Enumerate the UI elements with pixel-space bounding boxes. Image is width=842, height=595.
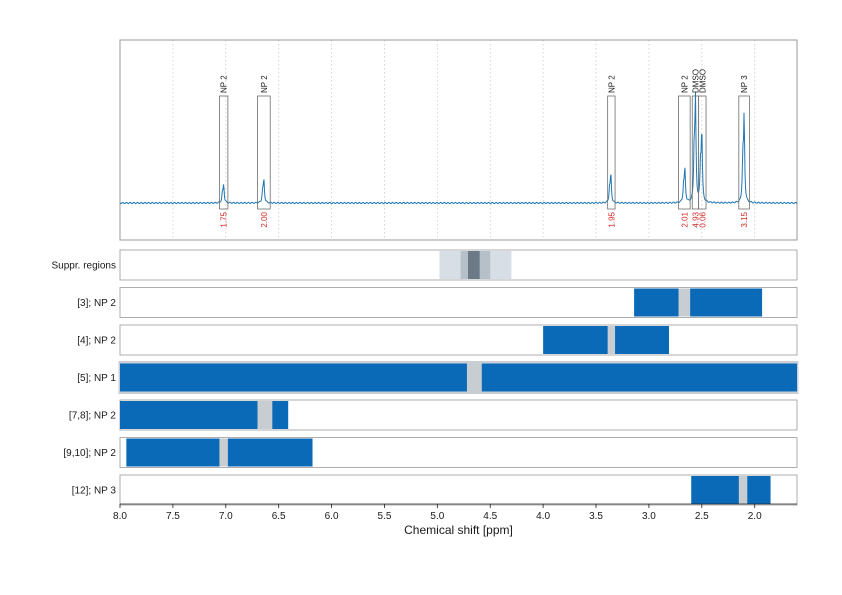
x-tick-label: 2.5 [695,511,709,522]
integral-value: 3.15 [740,211,749,227]
integral-value: 2.00 [260,211,269,227]
integral-value: 0.06 [698,211,707,227]
spectrum-panel [119,39,798,241]
row-label: [12]; NP 3 [72,486,117,497]
x-tick-label: 3.5 [589,511,603,522]
spectrum-layer: NP 2 1.75 NP 2 2.00 NP 2 1.95 NP 2 2.01 DMSO 4.93… [119,69,798,228]
integral-value: 1.75 [220,211,229,227]
x-tick-label: 4.5 [483,511,497,522]
assignment-gap [678,288,691,317]
row-label: [9,10]; NP 2 [63,448,116,459]
peak-box[interactable] [607,95,616,210]
x-tick-label: 6.5 [272,511,286,522]
x-tick-label: 5.0 [430,511,444,522]
peak-label: DMSO [691,69,700,93]
row-label: [4]; NP 2 [77,336,116,347]
x-tick-label: 3.0 [642,511,656,522]
integral-value: 4.93 [691,211,700,227]
assignment-gap [738,476,748,504]
row-label: Suppr. regions [52,261,117,272]
peak-box[interactable] [698,95,707,210]
row-label: [7,8]; NP 2 [69,411,117,422]
x-tick-label: 2.0 [748,511,762,522]
row-frame [119,474,798,506]
peak-label: NP 2 [680,75,689,93]
row-frame [119,324,798,356]
grid-lines [119,40,756,240]
peak-box[interactable] [678,95,691,210]
assignment-gap [257,401,273,429]
assignment-rows: Suppr. regions [3]; NP 2 [4]; NP 2 [5]; NP … [52,249,799,506]
assignment-bar[interactable] [634,288,763,317]
peak-label: NP 2 [220,75,229,93]
assignment-gap [607,326,616,354]
x-tick-label: 8.0 [113,511,127,522]
row-label: [5]; NP 1 [77,373,116,384]
x-axis-label: Chemical shift [ppm] [404,523,513,537]
row-label: [3]; NP 2 [77,298,116,309]
x-tick-label: 4.0 [536,511,550,522]
peak-label: NP 2 [260,75,269,93]
assignment-gap [219,438,228,467]
integral-value: 2.01 [680,211,689,227]
x-axis: 8.0 7.5 7.0 6.5 6.0 5.5 5.0 4.5 4.0 3.5 3.0 2.5 2.0 [113,503,797,522]
x-tick-label: 6.0 [325,511,339,522]
peak-label: NP 3 [740,75,749,93]
assignment-bar[interactable] [120,363,797,392]
peak-label: DMSO [698,69,707,93]
x-tick-label: 5.5 [378,511,392,522]
assignment-bar[interactable] [543,326,670,354]
assignment-bar[interactable] [691,476,771,504]
suppressed-region-inner [468,251,480,279]
x-tick-label: 7.5 [166,511,180,522]
peak-label: NP 2 [607,75,616,93]
peak-box[interactable] [738,95,750,210]
x-tick-label: 7.0 [219,511,233,522]
spectrum-line [119,92,798,205]
peak-box[interactable] [257,95,271,210]
assignment-gap [466,363,482,392]
integral-value: 1.95 [607,211,616,227]
peak-box[interactable] [219,95,229,210]
